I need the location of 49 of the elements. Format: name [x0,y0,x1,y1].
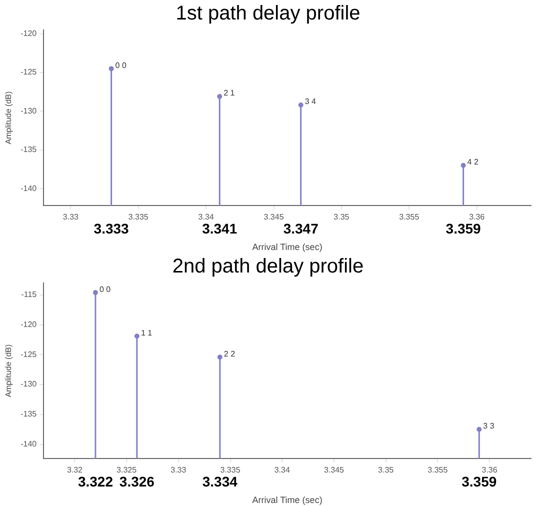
annotation: 4 2 [467,158,479,167]
annotation: 3.341 [202,220,238,236]
y-tick-label: -120 [20,29,38,38]
x-tick-label: 3.335 [128,212,149,222]
annotation: 3.359 [462,473,497,490]
annotation: 3.326 [119,473,155,490]
annotation: 3.347 [283,220,319,236]
x-tick-label: 3.325 [116,466,138,475]
annotation: 0 0 [99,284,112,294]
x-axis-title: Arrival Time (sec) [252,242,322,252]
y-tick-label: -130 [20,380,38,389]
chart-title: 2nd path delay profile [172,256,364,278]
annotation: 3 3 [483,422,495,431]
annotation: 2 2 [224,349,236,358]
x-tick-label: 3.355 [399,212,420,222]
x-tick-label: 3.36 [482,466,498,475]
x-tick-label: 3.355 [428,466,448,475]
x-tick-label: 3.34 [198,212,214,222]
x-tick-label: 3.36 [469,212,486,222]
y-tick-label: -125 [20,350,38,359]
y-tick-label: -135 [20,145,38,154]
y-tick-label: -130 [20,106,38,116]
annotation: 1 1 [140,328,153,338]
annotation: 3.359 [446,220,482,236]
annotation: 3.322 [78,473,114,490]
y-tick-label: -140 [20,439,38,448]
x-tick-label: 3.345 [324,466,345,475]
x-tick-label: 3.335 [220,466,241,475]
x-tick-label: 3.35 [378,466,394,475]
y-axis-title: Amplitude (dB) [4,344,14,398]
x-tick-label: 3.345 [264,212,284,222]
x-tick-label: 3.34 [274,466,290,475]
y-tick-label: -140 [20,184,38,193]
annotation: 3 4 [304,97,317,106]
y-tick-label: -120 [20,320,38,330]
y-tick-label: -135 [20,410,38,419]
annotation: 3.334 [202,473,238,490]
x-tick-label: 3.35 [334,212,350,222]
x-tick-label: 3.33 [62,212,80,222]
annotation: 2 1 [224,88,236,98]
annotation: 3.333 [94,220,130,236]
x-tick-label: 3.32 [66,466,84,475]
y-tick-label: -115 [21,290,38,300]
x-tick-label: 3.33 [170,466,187,475]
annotation: 0 0 [115,60,127,70]
y-axis-title: Amplitude (dB) [4,91,14,144]
y-tick-label: -125 [20,68,38,77]
x-axis-title: Arrival Time (sec) [252,495,322,506]
chart-title: 1st path delay profile [176,2,360,25]
